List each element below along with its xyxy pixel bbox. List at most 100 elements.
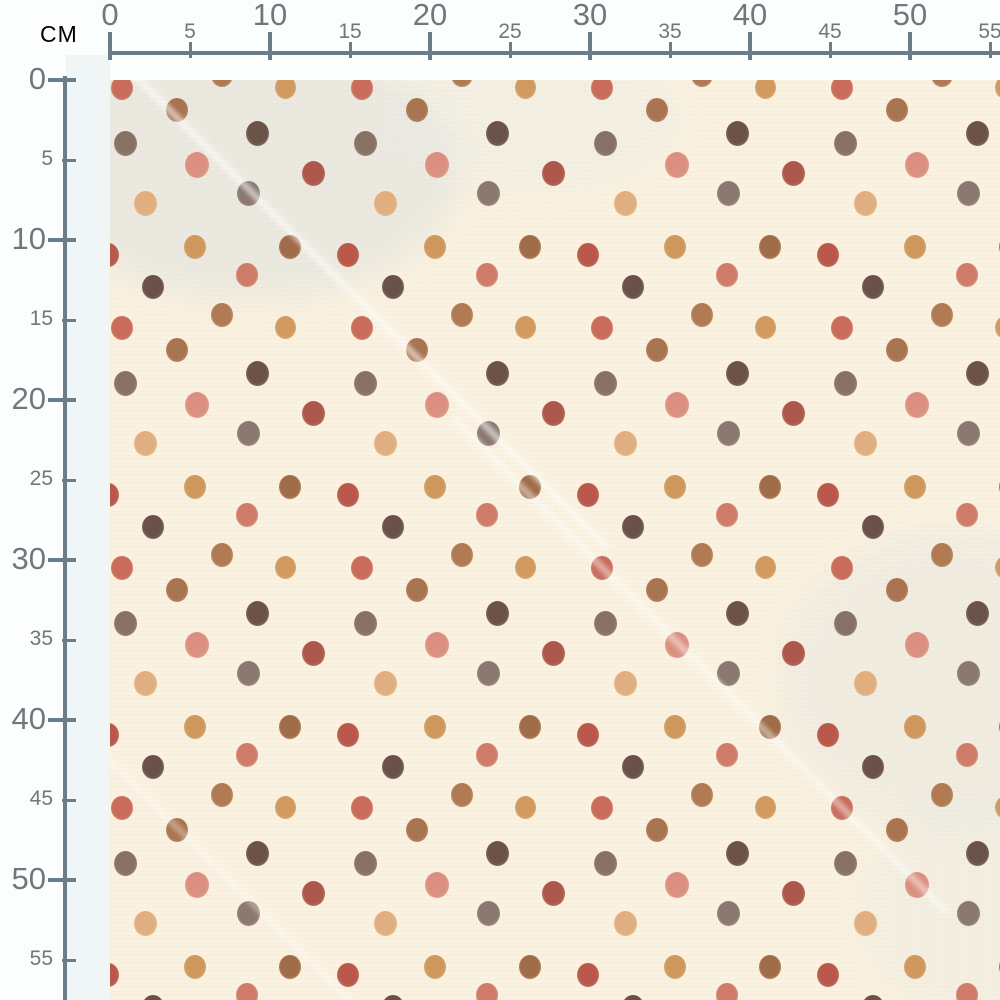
fabric-dot — [759, 955, 781, 979]
fabric-dot — [279, 235, 301, 259]
fabric-dot — [301, 160, 325, 186]
fabric-dot — [142, 275, 164, 299]
fabric-dot — [831, 556, 853, 580]
v-ruler-label-5: 5 — [41, 147, 53, 170]
fabric-dot — [904, 235, 926, 259]
fabric-dot — [754, 555, 776, 579]
fabric-dot — [886, 338, 908, 362]
v-ruler-label-50: 50 — [11, 861, 46, 896]
fabric-dot — [110, 723, 119, 747]
v-ruler-label-25: 25 — [29, 467, 53, 490]
fabric-dot — [664, 235, 686, 259]
h-ruler-label-30: 30 — [572, 0, 608, 32]
fabric-dot — [236, 503, 258, 527]
fabric-dot — [956, 503, 978, 527]
fabric-dot — [665, 872, 689, 898]
fabric-dot — [245, 120, 269, 146]
fabric-dot — [279, 475, 301, 499]
fabric-dot — [646, 338, 668, 362]
fabric-dot — [725, 840, 749, 866]
fabric-dot — [759, 715, 781, 739]
fabric-dot — [593, 130, 617, 156]
fabric-dot — [485, 360, 509, 386]
fabric-dot — [111, 80, 133, 100]
fabric-dot — [646, 98, 668, 122]
fabric-dot — [351, 796, 373, 820]
h-ruler-tick-15 — [348, 42, 352, 58]
ruler-gutter — [66, 55, 110, 1000]
fabric-dot — [211, 303, 233, 327]
fabric-dot — [817, 483, 839, 507]
fabric-dot — [904, 475, 926, 499]
fabric-dot — [245, 360, 269, 386]
fabric-dot — [382, 995, 404, 1000]
fabric-dot — [965, 120, 989, 146]
v-ruler-label-0: 0 — [28, 61, 46, 96]
fabric-dot — [754, 80, 776, 99]
h-ruler-tick-30 — [588, 32, 592, 60]
fabric-dot — [956, 263, 978, 287]
v-ruler-tick-10 — [48, 238, 76, 242]
h-ruler-tick-20 — [428, 32, 432, 60]
h-ruler-tick-25 — [508, 42, 512, 58]
h-ruler-label-35: 35 — [658, 20, 682, 43]
fabric-dot — [424, 235, 446, 259]
fabric-dot — [110, 483, 119, 507]
v-ruler-label-30: 30 — [11, 541, 46, 576]
fabric-dot — [166, 818, 188, 842]
fabric-dot — [994, 315, 1000, 339]
fabric-dot — [514, 80, 536, 99]
fabric-dot — [853, 190, 877, 216]
fabric-dot — [541, 160, 565, 186]
fabric-dot — [519, 235, 541, 259]
fabric-dot — [351, 556, 373, 580]
v-ruler-label-20: 20 — [11, 381, 46, 416]
fabric-dot — [862, 515, 884, 539]
fabric-dot — [236, 180, 260, 206]
fabric-dot — [716, 983, 738, 1000]
fabric-dot — [833, 130, 857, 156]
fabric-dot — [113, 130, 137, 156]
fabric-dot — [591, 316, 613, 340]
fabric-dot — [886, 98, 908, 122]
fabric-dot — [781, 400, 805, 426]
fabric-dot — [373, 430, 397, 456]
fabric-dot — [184, 235, 206, 259]
fabric-dot — [353, 370, 377, 396]
fabric-dot — [833, 370, 857, 396]
v-ruler-tick-25 — [62, 478, 76, 482]
fabric-dot — [236, 743, 258, 767]
fabric-dot — [622, 755, 644, 779]
fabric-swatch — [110, 80, 1000, 1000]
fabric-dot — [166, 338, 188, 362]
fabric-dot — [236, 660, 260, 686]
fabric-dot — [373, 670, 397, 696]
fabric-dot — [691, 303, 713, 327]
h-ruler-label-50: 50 — [892, 0, 928, 32]
fabric-dot — [451, 303, 473, 327]
fabric-dot — [665, 392, 689, 418]
fabric-dot — [725, 600, 749, 626]
fabric-dot — [862, 995, 884, 1000]
fabric-dot — [373, 190, 397, 216]
fabric-dot — [904, 715, 926, 739]
fabric-dot — [353, 850, 377, 876]
fabric-dot — [476, 503, 498, 527]
fabric-dot — [716, 180, 740, 206]
v-ruler-tick-40 — [48, 718, 76, 722]
h-ruler-tick-10 — [268, 32, 272, 60]
fabric-dot — [406, 98, 428, 122]
fabric-dot — [817, 963, 839, 987]
fabric-dot — [133, 910, 157, 936]
fabric-dot — [111, 796, 133, 820]
fabric-dot — [133, 670, 157, 696]
fabric-dot — [905, 392, 929, 418]
fabric-dot — [274, 80, 296, 99]
v-ruler-label-15: 15 — [29, 307, 53, 330]
fabric-dot — [236, 900, 260, 926]
fabric-dot — [593, 610, 617, 636]
fabric-dot — [691, 543, 713, 567]
fabric-dot — [577, 483, 599, 507]
h-ruler-tick-40 — [748, 32, 752, 60]
fabric-dot — [476, 743, 498, 767]
